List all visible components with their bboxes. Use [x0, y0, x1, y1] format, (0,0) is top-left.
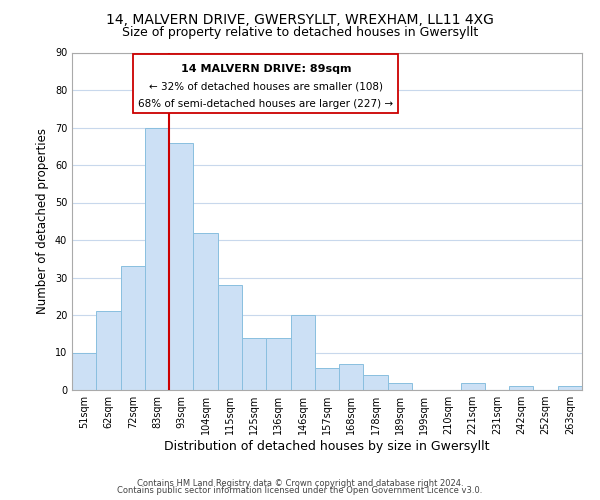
- Bar: [388, 382, 412, 390]
- FancyBboxPatch shape: [133, 54, 398, 114]
- Text: Contains HM Land Registry data © Crown copyright and database right 2024.: Contains HM Land Registry data © Crown c…: [137, 478, 463, 488]
- Text: Contains public sector information licensed under the Open Government Licence v3: Contains public sector information licen…: [118, 486, 482, 495]
- Y-axis label: Number of detached properties: Number of detached properties: [36, 128, 49, 314]
- Bar: [121, 266, 145, 390]
- Bar: [169, 142, 193, 390]
- Text: Size of property relative to detached houses in Gwersyllt: Size of property relative to detached ho…: [122, 26, 478, 39]
- Bar: [218, 285, 242, 390]
- X-axis label: Distribution of detached houses by size in Gwersyllt: Distribution of detached houses by size …: [164, 440, 490, 453]
- Bar: [339, 364, 364, 390]
- Bar: [558, 386, 582, 390]
- Bar: [193, 232, 218, 390]
- Bar: [509, 386, 533, 390]
- Text: ← 32% of detached houses are smaller (108): ← 32% of detached houses are smaller (10…: [149, 82, 383, 92]
- Bar: [290, 315, 315, 390]
- Text: 14 MALVERN DRIVE: 89sqm: 14 MALVERN DRIVE: 89sqm: [181, 64, 351, 74]
- Bar: [364, 375, 388, 390]
- Text: 14, MALVERN DRIVE, GWERSYLLT, WREXHAM, LL11 4XG: 14, MALVERN DRIVE, GWERSYLLT, WREXHAM, L…: [106, 12, 494, 26]
- Bar: [242, 338, 266, 390]
- Bar: [72, 352, 96, 390]
- Bar: [96, 311, 121, 390]
- Bar: [315, 368, 339, 390]
- Bar: [266, 338, 290, 390]
- Bar: [145, 128, 169, 390]
- Text: 68% of semi-detached houses are larger (227) →: 68% of semi-detached houses are larger (…: [138, 100, 394, 110]
- Bar: [461, 382, 485, 390]
